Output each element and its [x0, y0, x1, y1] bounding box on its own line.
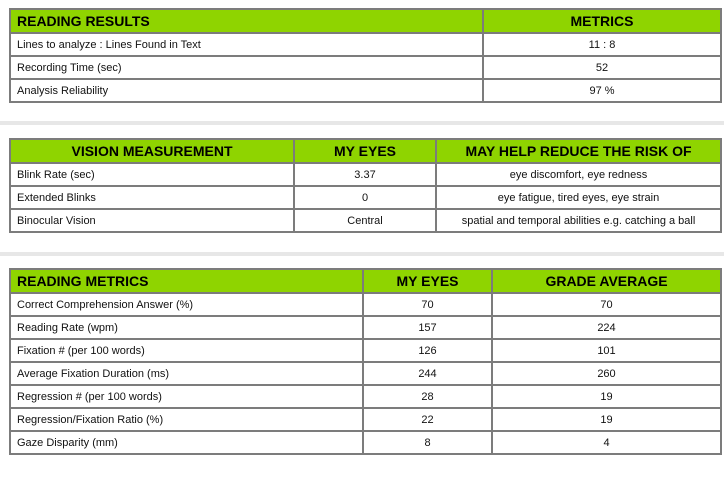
row-label: Recording Time (sec)	[9, 55, 484, 80]
table-row: Binocular Vision Central spatial and tem…	[9, 208, 722, 233]
row-value: 52	[482, 55, 722, 80]
grade-average-value: 19	[491, 384, 722, 409]
grade-average-value: 260	[491, 361, 722, 386]
grade-average-value: 70	[491, 292, 722, 317]
row-value: 97 %	[482, 78, 722, 103]
my-eyes-value: Central	[293, 208, 437, 233]
my-eyes-value: 0	[293, 185, 437, 210]
vision-measurement-header: VISION MEASUREMENT	[9, 138, 295, 164]
row-label: Analysis Reliability	[9, 78, 484, 103]
reading-metrics-table: READING METRICS MY EYES GRADE AVERAGE Co…	[9, 268, 722, 455]
row-label: Gaze Disparity (mm)	[9, 430, 364, 455]
table-row: Reading Rate (wpm) 157 224	[9, 315, 722, 340]
risk-value: eye discomfort, eye redness	[435, 162, 722, 187]
grade-average-value: 224	[491, 315, 722, 340]
risk-value: spatial and temporal abilities e.g. catc…	[435, 208, 722, 233]
my-eyes-value: 244	[362, 361, 493, 386]
row-label: Average Fixation Duration (ms)	[9, 361, 364, 386]
my-eyes-value: 126	[362, 338, 493, 363]
table-row: Blink Rate (sec) 3.37 eye discomfort, ey…	[9, 162, 722, 187]
section-divider	[0, 252, 724, 256]
table-row: Gaze Disparity (mm) 8 4	[9, 430, 722, 455]
table-row: Extended Blinks 0 eye fatigue, tired eye…	[9, 185, 722, 210]
my-eyes-header: MY EYES	[362, 268, 493, 294]
row-label: Regression/Fixation Ratio (%)	[9, 407, 364, 432]
reading-metrics-header: READING METRICS	[9, 268, 364, 294]
row-label: Fixation # (per 100 words)	[9, 338, 364, 363]
section-divider	[0, 121, 724, 125]
row-label: Reading Rate (wpm)	[9, 315, 364, 340]
table-row: Average Fixation Duration (ms) 244 260	[9, 361, 722, 386]
my-eyes-value: 8	[362, 430, 493, 455]
row-label: Lines to analyze : Lines Found in Text	[9, 32, 484, 57]
table-row: Regression/Fixation Ratio (%) 22 19	[9, 407, 722, 432]
reading-results-table: READING RESULTS METRICS Lines to analyze…	[9, 8, 722, 103]
row-label: Regression # (per 100 words)	[9, 384, 364, 409]
row-label: Extended Blinks	[9, 185, 295, 210]
my-eyes-value: 22	[362, 407, 493, 432]
my-eyes-value: 157	[362, 315, 493, 340]
table-row: Recording Time (sec) 52	[9, 55, 722, 80]
my-eyes-value: 70	[362, 292, 493, 317]
my-eyes-value: 3.37	[293, 162, 437, 187]
risk-header: MAY HELP REDUCE THE RISK OF	[435, 138, 722, 164]
reading-metrics-header-row: READING METRICS MY EYES GRADE AVERAGE	[9, 268, 722, 294]
grade-average-value: 101	[491, 338, 722, 363]
table-row: Analysis Reliability 97 %	[9, 78, 722, 103]
row-label: Correct Comprehension Answer (%)	[9, 292, 364, 317]
grade-average-value: 19	[491, 407, 722, 432]
table-row: Correct Comprehension Answer (%) 70 70	[9, 292, 722, 317]
my-eyes-header: MY EYES	[293, 138, 437, 164]
table-row: Regression # (per 100 words) 28 19	[9, 384, 722, 409]
table-row: Fixation # (per 100 words) 126 101	[9, 338, 722, 363]
risk-value: eye fatigue, tired eyes, eye strain	[435, 185, 722, 210]
reading-results-header-row: READING RESULTS METRICS	[9, 8, 722, 34]
table-row: Lines to analyze : Lines Found in Text 1…	[9, 32, 722, 57]
metrics-header: METRICS	[482, 8, 722, 34]
vision-measurement-table: VISION MEASUREMENT MY EYES MAY HELP REDU…	[9, 138, 722, 233]
reading-results-header: READING RESULTS	[9, 8, 484, 34]
row-label: Blink Rate (sec)	[9, 162, 295, 187]
row-value: 11 : 8	[482, 32, 722, 57]
grade-average-header: GRADE AVERAGE	[491, 268, 722, 294]
vision-measurement-header-row: VISION MEASUREMENT MY EYES MAY HELP REDU…	[9, 138, 722, 164]
row-label: Binocular Vision	[9, 208, 295, 233]
grade-average-value: 4	[491, 430, 722, 455]
my-eyes-value: 28	[362, 384, 493, 409]
